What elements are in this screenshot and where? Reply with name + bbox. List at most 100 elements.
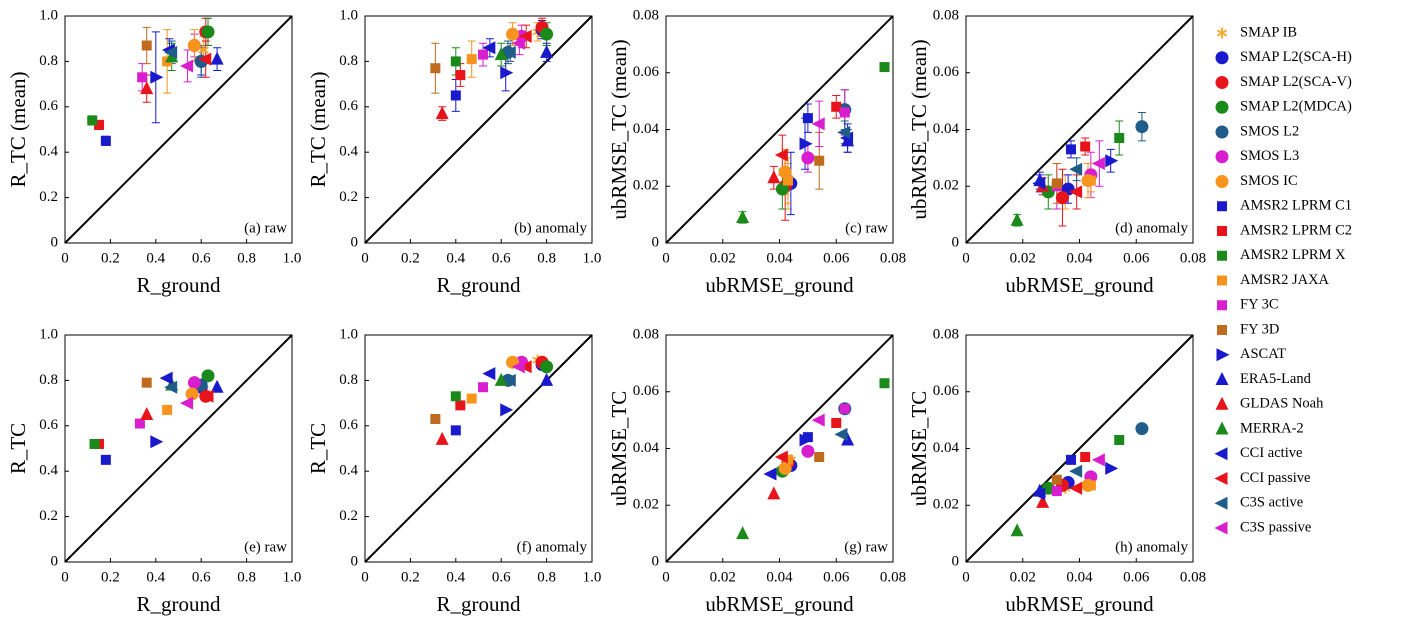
panel-annotation: (h) anomaly [1115, 539, 1188, 555]
y-axis-label: ubRMSE_TC [907, 391, 931, 507]
legend-marker [1215, 51, 1229, 65]
y-tick-label: 0.6 [39, 98, 58, 114]
one-to-one-line [64, 334, 293, 563]
one-to-one-line [364, 334, 593, 563]
marker [879, 378, 890, 389]
marker [1010, 523, 1024, 537]
y-tick-label: 0.2 [39, 508, 58, 524]
marker [210, 379, 224, 393]
legend-marker [1217, 300, 1227, 311]
x-tick-label: 0.02 [710, 250, 736, 266]
marker [775, 182, 789, 196]
legend-marker [1217, 275, 1227, 286]
y-tick-label: 1.0 [339, 326, 358, 342]
marker [1135, 120, 1149, 134]
y-tick-label: 0 [652, 553, 660, 569]
x-tick-label: 0.2 [101, 569, 120, 585]
marker [100, 135, 111, 146]
marker [767, 486, 781, 500]
y-tick-label: 0 [652, 234, 660, 250]
marker [540, 372, 554, 386]
marker [455, 400, 466, 411]
y-axis-label: R_TC (mean) [6, 71, 30, 187]
marker [500, 403, 514, 417]
x-tick-label: 0.02 [1010, 250, 1036, 266]
y-tick-label: 1.0 [339, 7, 358, 23]
marker [455, 70, 466, 81]
x-tick-label: 1.0 [283, 250, 302, 266]
x-tick-label: 0.04 [1066, 569, 1093, 585]
marker [763, 467, 777, 481]
y-tick-label: 0.8 [39, 372, 58, 388]
legend-label: AMSR2 JAXA [1240, 272, 1330, 288]
x-tick-label: 1.0 [583, 569, 602, 585]
marker [150, 435, 164, 449]
marker [89, 438, 100, 449]
marker [783, 175, 794, 186]
marker [801, 444, 815, 458]
x-axis-label: R_ground [137, 592, 222, 616]
marker [1065, 144, 1076, 155]
y-axis-label: R_TC [6, 423, 30, 474]
legend-marker [1215, 421, 1229, 435]
legend-marker [1216, 27, 1228, 39]
y-tick-label: 0.4 [39, 144, 58, 160]
x-tick-label: 0.6 [192, 250, 211, 266]
marker [1036, 494, 1050, 508]
legend-label: SMAP L2(SCA-V) [1240, 74, 1352, 90]
x-tick-label: 0.8 [537, 569, 556, 585]
x-tick-label: 0.8 [537, 250, 556, 266]
marker [100, 454, 111, 465]
y-tick-label: 1.0 [39, 7, 58, 23]
legend-label: AMSR2 LPRM C1 [1240, 198, 1352, 214]
marker [140, 406, 154, 420]
marker [778, 165, 792, 179]
legend-label: SMOS L3 [1240, 148, 1299, 164]
marker [511, 36, 525, 50]
x-tick-label: 0.06 [823, 569, 850, 585]
y-tick-label: 0.04 [933, 121, 960, 137]
x-tick-label: 0 [662, 569, 670, 585]
legend-marker [1215, 125, 1229, 139]
marker [879, 62, 890, 73]
marker [736, 209, 750, 223]
x-tick-label: 0.2 [101, 250, 120, 266]
legend-marker [1215, 372, 1229, 385]
y-tick-label: 0.06 [633, 383, 660, 399]
y-tick-label: 0.2 [339, 189, 358, 205]
marker [1069, 481, 1083, 495]
marker [430, 413, 441, 424]
legend-label: FY 3D [1240, 321, 1279, 337]
marker [1105, 154, 1119, 168]
plot-frame [64, 15, 293, 244]
marker [774, 450, 788, 464]
y-tick-label: 0.4 [39, 463, 58, 479]
marker [482, 41, 496, 55]
marker [450, 90, 461, 101]
marker [187, 39, 201, 53]
marker [774, 148, 788, 162]
marker [540, 44, 554, 58]
marker [839, 107, 850, 118]
marker [1010, 212, 1024, 226]
marker [540, 360, 554, 374]
panel-annotation: (e) raw [244, 539, 287, 555]
x-axis-label: R_ground [437, 592, 522, 616]
legend-label: C3S passive [1240, 519, 1311, 535]
x-tick-label: 0.04 [1066, 250, 1093, 266]
marker [811, 413, 825, 427]
y-tick-label: 0.06 [933, 383, 960, 399]
legend-label: SMAP IB [1240, 24, 1297, 40]
marker [831, 101, 842, 112]
marker [180, 396, 194, 410]
x-tick-label: 0.02 [1010, 569, 1036, 585]
marker [1032, 176, 1046, 190]
one-to-one-line [665, 15, 894, 244]
x-axis-label: R_ground [437, 273, 522, 297]
y-tick-label: 0.06 [633, 64, 660, 80]
marker [200, 389, 214, 403]
legend-label: SMAP L2(MDCA) [1240, 99, 1352, 115]
x-tick-label: 0.2 [401, 250, 420, 266]
marker [1135, 422, 1149, 436]
